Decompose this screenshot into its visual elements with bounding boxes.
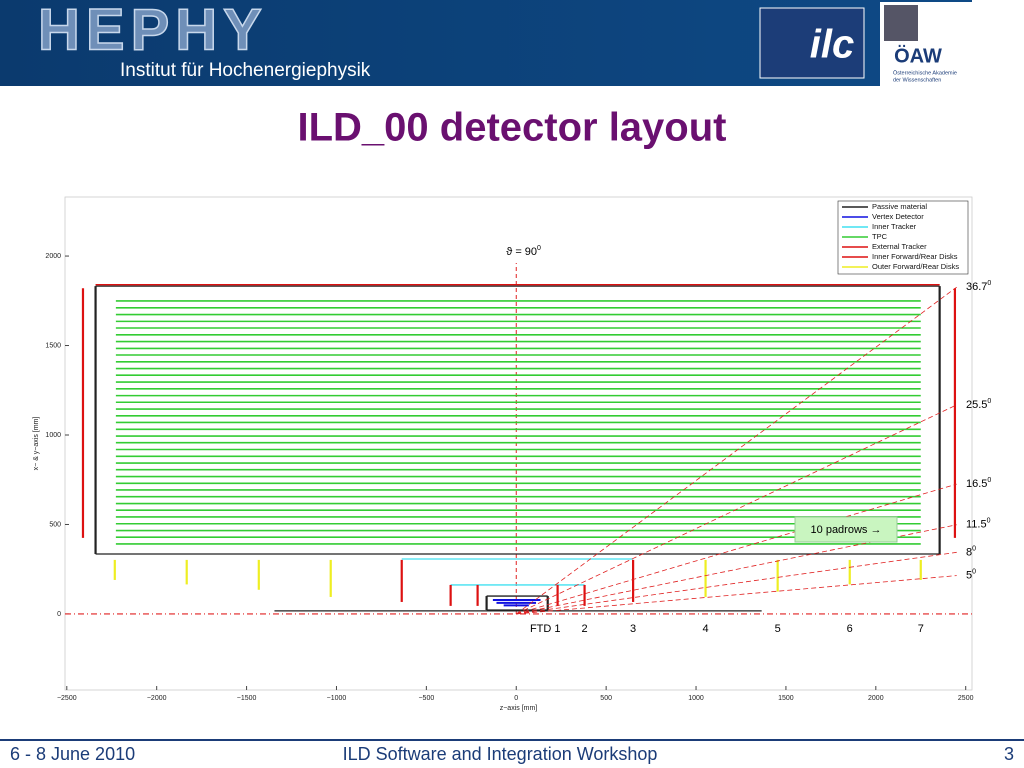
- theta-value: 25.5: [966, 399, 987, 411]
- oaw-line: der Wissenschaften: [893, 77, 941, 83]
- degree-mark: 0: [537, 245, 541, 252]
- legend-label: Passive material: [872, 202, 927, 211]
- slide-title: ILD_00 detector layout: [297, 106, 726, 150]
- ftd-label: 5: [775, 623, 781, 635]
- padrows-note: 10 padrows →: [811, 524, 882, 536]
- legend-label: Inner Tracker: [872, 222, 917, 231]
- footer-event: ILD Software and Integration Workshop: [343, 744, 658, 764]
- hephy-logo: HEPHY: [38, 0, 268, 62]
- degree-mark: 0: [987, 398, 991, 405]
- theta-value: 16.5: [966, 478, 987, 490]
- oaw-logo: ÖAW: [894, 44, 942, 67]
- footer-page: 3: [1004, 744, 1014, 764]
- legend-label: Vertex Detector: [872, 212, 924, 221]
- theta-line: [516, 404, 957, 615]
- plot-frame: [64, 196, 973, 691]
- x-tick-label: −2000: [147, 695, 167, 702]
- x-tick-label: 1500: [778, 695, 794, 702]
- degree-mark: 0: [987, 477, 991, 484]
- ftd-label: 2: [582, 623, 588, 635]
- theta-value: 36.7: [966, 281, 987, 293]
- padrows-box: [794, 516, 898, 543]
- ftd-label: 3: [630, 623, 636, 635]
- theta-90-label: ϑ = 900: [506, 245, 541, 258]
- ftd-label: 6: [847, 623, 853, 635]
- x-axis-label: z−axis [mm]: [500, 705, 538, 712]
- theta-90-text: ϑ = 90: [506, 246, 537, 258]
- theta-line: [516, 551, 957, 615]
- x-tick-label: 1000: [688, 695, 704, 702]
- theta-value: 8: [966, 546, 972, 558]
- x-tick-label: 0: [514, 695, 518, 702]
- x-tick-label: 2500: [958, 695, 974, 702]
- ilc-logo: ilc: [810, 23, 854, 67]
- legend-label: TPC: [872, 232, 888, 241]
- ftd-label: 4: [703, 623, 709, 635]
- x-tick-label: −500: [418, 695, 434, 702]
- x-tick-label: 500: [600, 695, 612, 702]
- theta-label: 50: [966, 568, 976, 581]
- x-tick-label: −1000: [327, 695, 347, 702]
- footer-date: 6 - 8 June 2010: [10, 744, 135, 764]
- degree-mark: 0: [987, 280, 991, 287]
- oaw-building: [884, 5, 918, 41]
- ilc-logo-box: [759, 7, 865, 79]
- legend-label: Inner Forward/Rear Disks: [872, 252, 958, 261]
- x-tick-label: 2000: [868, 695, 884, 702]
- theta-value: 11.5: [966, 519, 987, 531]
- institute-name: Institut für Hochenergiephysik: [120, 60, 371, 81]
- degree-mark: 0: [972, 545, 976, 552]
- legend-label: External Tracker: [872, 242, 927, 251]
- oaw-line: Österreichische Akademie: [893, 69, 957, 76]
- y-tick-label: 500: [49, 521, 61, 528]
- ftd-label: 7: [918, 623, 924, 635]
- y-axis-label: x− & y−axis [mm]: [33, 417, 40, 471]
- theta-line: [516, 483, 957, 615]
- degree-mark: 0: [972, 568, 976, 575]
- degree-mark: 0: [987, 518, 991, 525]
- theta-label: 36.70: [966, 280, 991, 293]
- y-tick-label: 1500: [45, 342, 61, 349]
- x-tick-label: −1500: [237, 695, 257, 702]
- x-tick-label: −2500: [57, 695, 77, 702]
- theta-line: [516, 575, 957, 615]
- theta-label: 80: [966, 545, 976, 558]
- y-tick-label: 2000: [45, 253, 61, 260]
- theta-line: [516, 286, 957, 615]
- y-tick-label: 0: [57, 611, 61, 618]
- ftd-label: FTD 1: [530, 623, 561, 635]
- theta-label: 11.50: [966, 518, 991, 531]
- theta-label: 25.50: [966, 398, 991, 411]
- y-tick-label: 1000: [45, 432, 61, 439]
- theta-line: [516, 524, 957, 615]
- legend-label: Outer Forward/Rear Disks: [872, 262, 959, 271]
- theta-label: 16.50: [966, 477, 991, 490]
- theta-value: 5: [966, 569, 972, 581]
